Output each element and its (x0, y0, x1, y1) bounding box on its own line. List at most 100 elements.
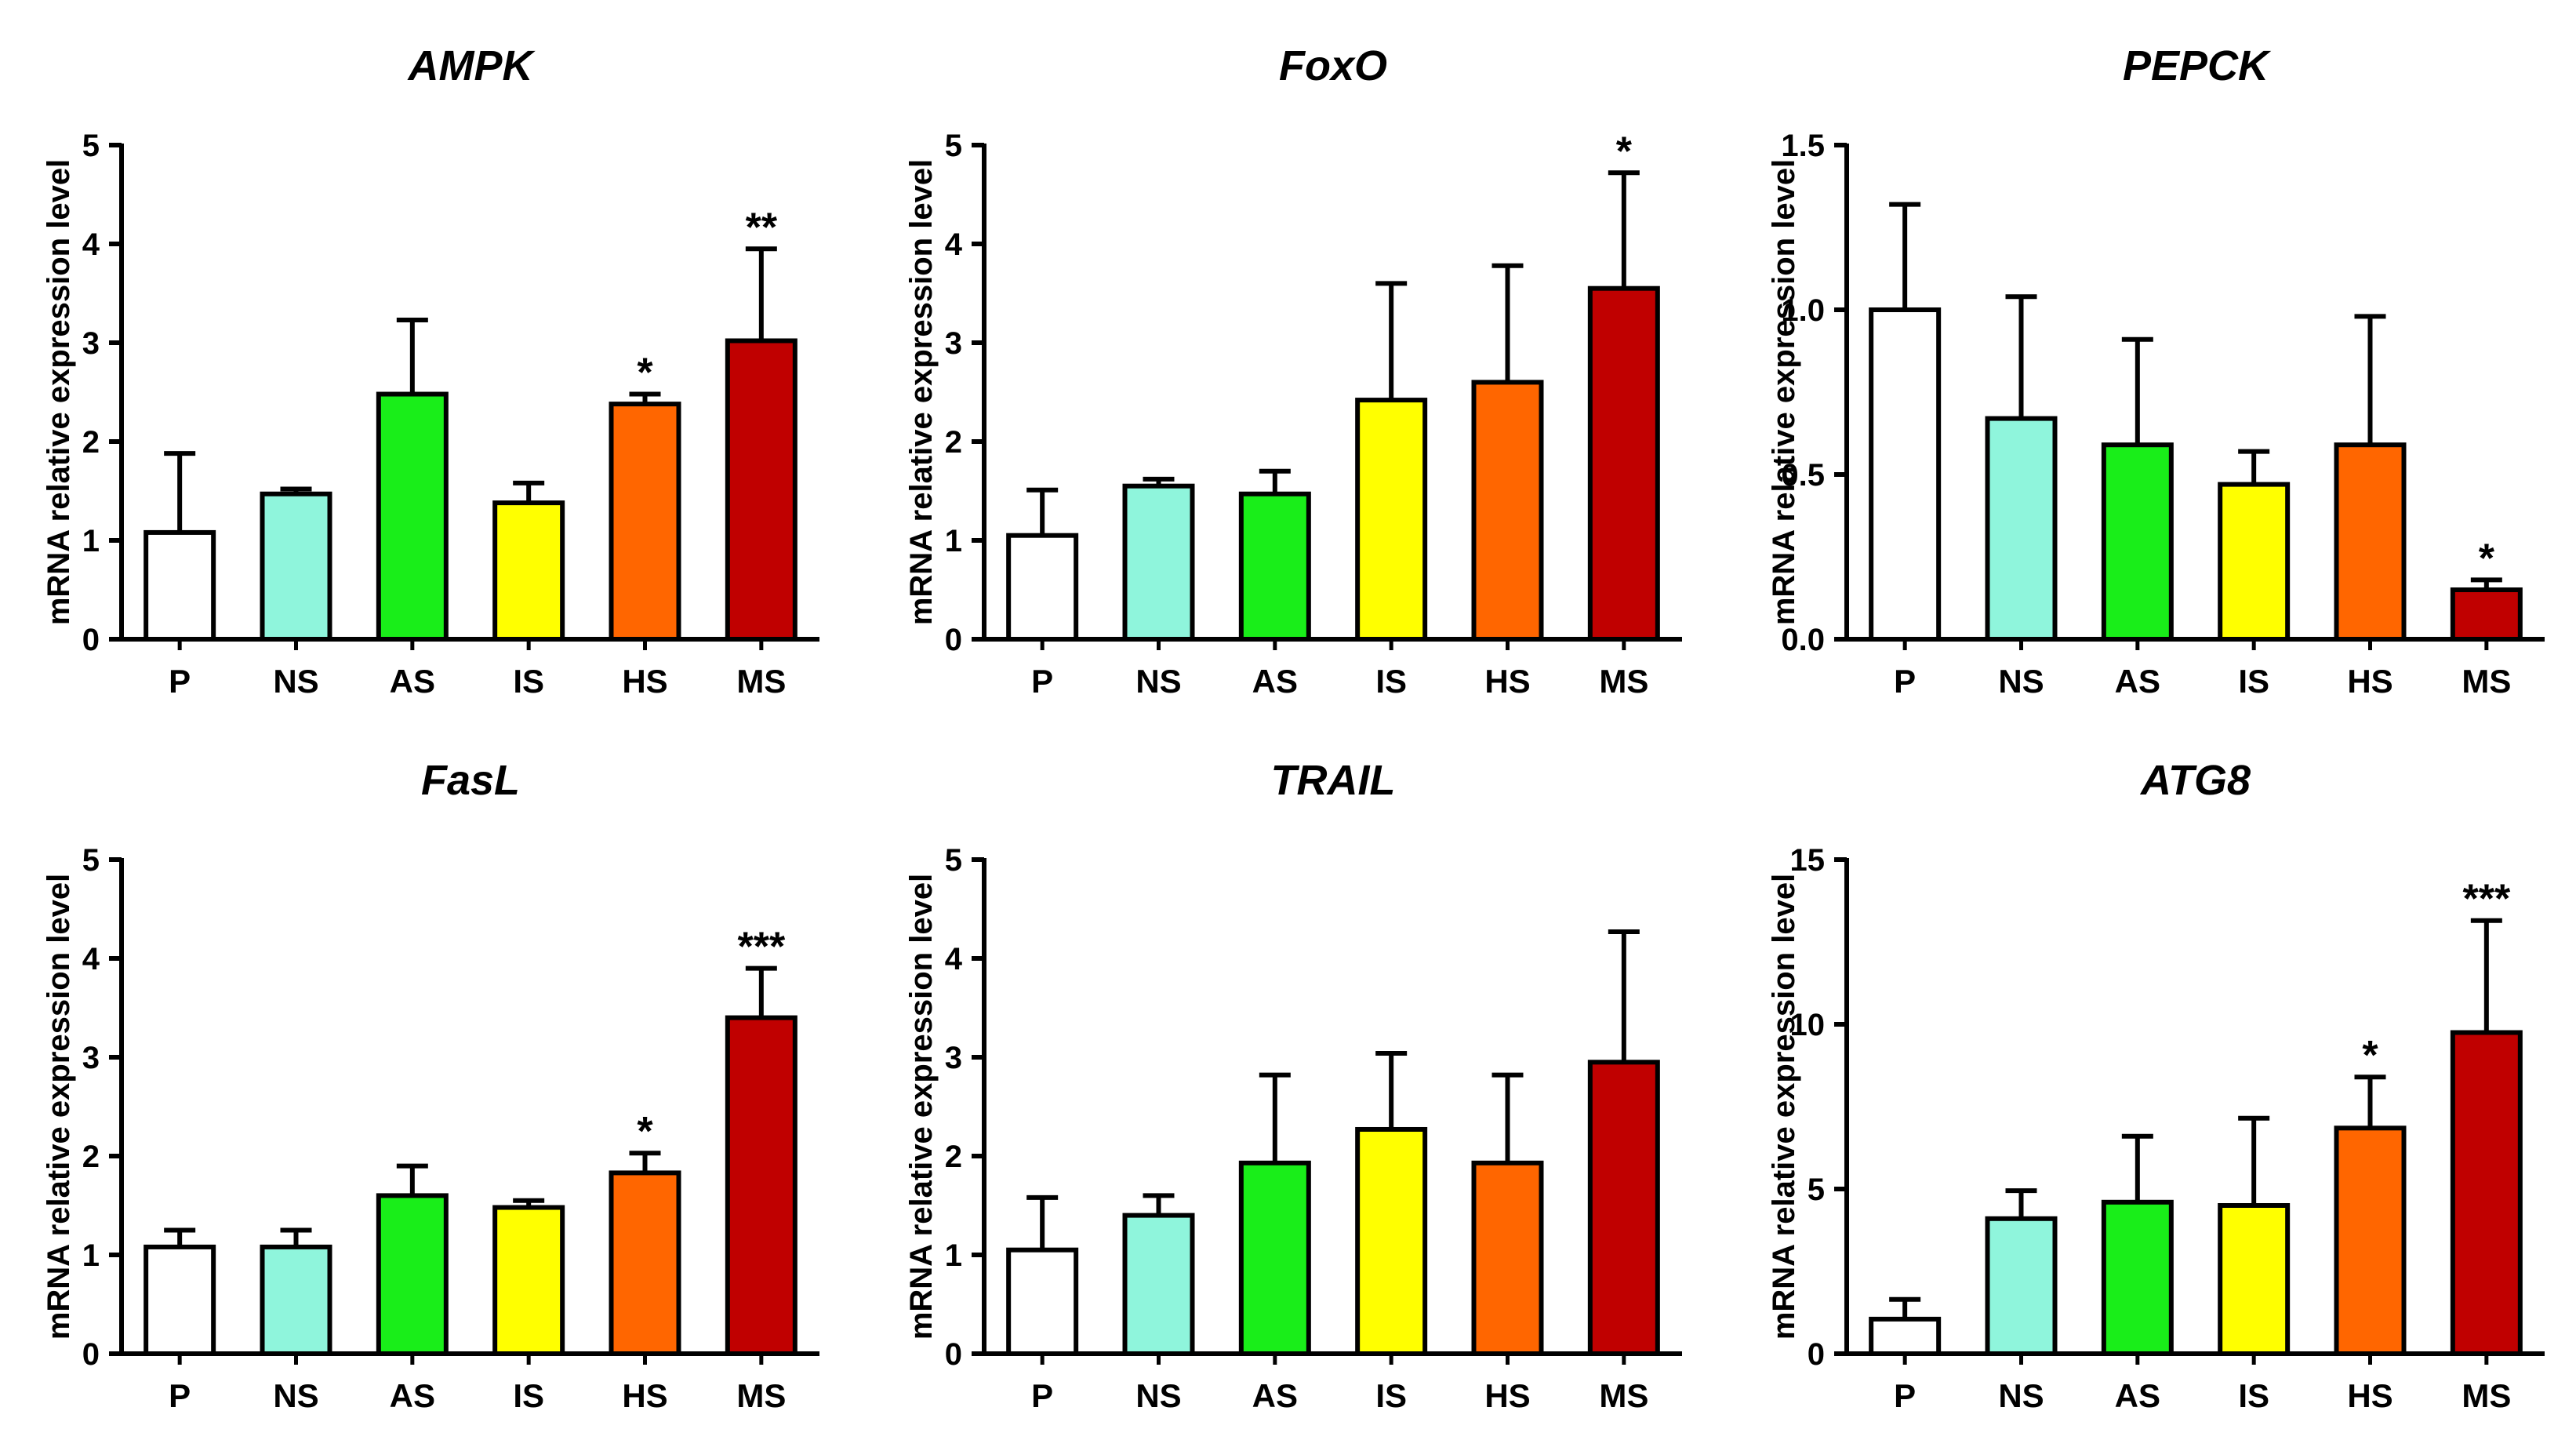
y-tick-label: 1 (82, 1238, 100, 1273)
chart-title: AMPK (407, 42, 536, 89)
significance-marker: * (637, 351, 653, 396)
bar-is (1355, 398, 1428, 642)
chart-panel-fasl: FasL mRNA relative expression level 0 1 2 3 4 5… (0, 714, 851, 1424)
bar-ms (1587, 285, 1660, 642)
y-tick-label: 5 (1808, 1173, 1825, 1207)
chart-title: FoxO (1279, 42, 1387, 89)
x-tick-label: IS (2238, 663, 2269, 700)
bar-ms (1587, 1060, 1660, 1356)
significance-marker: *** (2462, 877, 2510, 922)
y-tick-label: 1 (945, 524, 962, 558)
bar-as (2101, 442, 2174, 642)
significance-marker: * (637, 1109, 653, 1154)
x-tick-label: NS (1135, 1377, 1181, 1414)
bar-hs (1471, 1160, 1544, 1356)
x-tick-label: IS (1375, 663, 1407, 700)
bar-is (492, 500, 565, 642)
bar-is (1355, 1126, 1428, 1356)
y-tick-label: 2 (82, 1140, 100, 1174)
bar-is (2218, 1203, 2291, 1356)
y-axis-label: mRNA relative expression level (42, 874, 76, 1340)
bar-ns (1122, 483, 1195, 642)
y-tick-label: 0 (82, 623, 100, 657)
significance-marker: * (2362, 1033, 2378, 1078)
x-tick-label: AS (2115, 663, 2160, 700)
x-tick-label: MS (2462, 663, 2511, 700)
bar-hs (609, 1170, 681, 1356)
bar-ns (260, 491, 332, 642)
x-tick-label: MS (736, 663, 786, 700)
y-tick-label: 0.0 (1781, 623, 1825, 657)
y-tick-label: 2 (945, 1140, 962, 1174)
x-tick-label: P (1894, 1377, 1916, 1414)
bar-ns (1985, 1216, 2058, 1356)
bar-ns (1122, 1213, 1195, 1356)
x-tick-label: AS (390, 663, 435, 700)
y-tick-label: 10 (1790, 1008, 1826, 1042)
y-tick-label: 5 (82, 843, 100, 878)
bar-p (1006, 1247, 1079, 1357)
bar-p (144, 1244, 216, 1356)
y-axis-label: mRNA relative expression level (1767, 159, 1801, 625)
bar-as (376, 391, 449, 642)
bar-hs (609, 402, 681, 642)
x-tick-label: P (169, 1377, 191, 1414)
x-tick-label: P (169, 663, 191, 700)
bar-ms (2450, 1030, 2523, 1356)
y-axis-label: mRNA relative expression level (904, 874, 939, 1340)
chart-panel-ampk: AMPK mRNA relative expression level 0 1 2 3 4 5… (0, 0, 851, 710)
y-tick-label: 3 (82, 1041, 100, 1075)
bar-as (376, 1193, 449, 1357)
x-tick-label: IS (513, 663, 544, 700)
chart-title: FasL (421, 757, 520, 804)
x-tick-label: HS (2347, 1377, 2393, 1414)
bar-as (1238, 1160, 1311, 1356)
y-tick-label: 4 (945, 942, 963, 976)
y-tick-label: 15 (1790, 843, 1826, 878)
x-tick-label: HS (1484, 1377, 1530, 1414)
x-tick-label: NS (1135, 663, 1181, 700)
y-tick-label: 3 (945, 326, 962, 361)
x-tick-label: MS (736, 1377, 786, 1414)
y-tick-label: 4 (945, 227, 963, 262)
x-tick-label: IS (2238, 1377, 2269, 1414)
y-tick-label: 4 (82, 942, 100, 976)
y-tick-label: 0.5 (1781, 458, 1825, 493)
y-tick-label: 1 (945, 1238, 962, 1273)
significance-marker: ** (746, 205, 778, 250)
x-tick-label: MS (2462, 1377, 2511, 1414)
x-tick-label: NS (1998, 663, 2044, 700)
y-axis-label: mRNA relative expression level (42, 159, 76, 625)
x-tick-label: AS (1252, 1377, 1298, 1414)
bar-p (1006, 533, 1079, 642)
chart-panel-atg8: ATG8 mRNA relative expression level 0 5 10 15… (1725, 714, 2576, 1424)
chart-title: ATG8 (2139, 757, 2251, 804)
x-tick-label: HS (1484, 663, 1530, 700)
y-tick-label: 0 (945, 623, 962, 657)
bar-hs (1471, 380, 1544, 642)
bar-hs (2334, 1125, 2407, 1356)
bar-as (2101, 1199, 2174, 1356)
chart-title: PEPCK (2123, 42, 2272, 89)
bar-as (1238, 491, 1311, 642)
x-tick-label: AS (390, 1377, 435, 1414)
bar-ms (725, 1015, 798, 1356)
bar-p (1869, 1316, 1942, 1357)
y-axis-label: mRNA relative expression level (904, 159, 939, 625)
x-tick-label: HS (2347, 663, 2393, 700)
y-tick-label: 1.0 (1781, 293, 1825, 328)
bar-is (492, 1205, 565, 1357)
chart-title: TRAIL (1271, 757, 1396, 804)
x-tick-label: MS (1599, 663, 1648, 700)
y-tick-label: 3 (82, 326, 100, 361)
x-tick-label: AS (1252, 663, 1298, 700)
x-tick-label: P (1031, 663, 1053, 700)
x-tick-label: HS (622, 1377, 667, 1414)
